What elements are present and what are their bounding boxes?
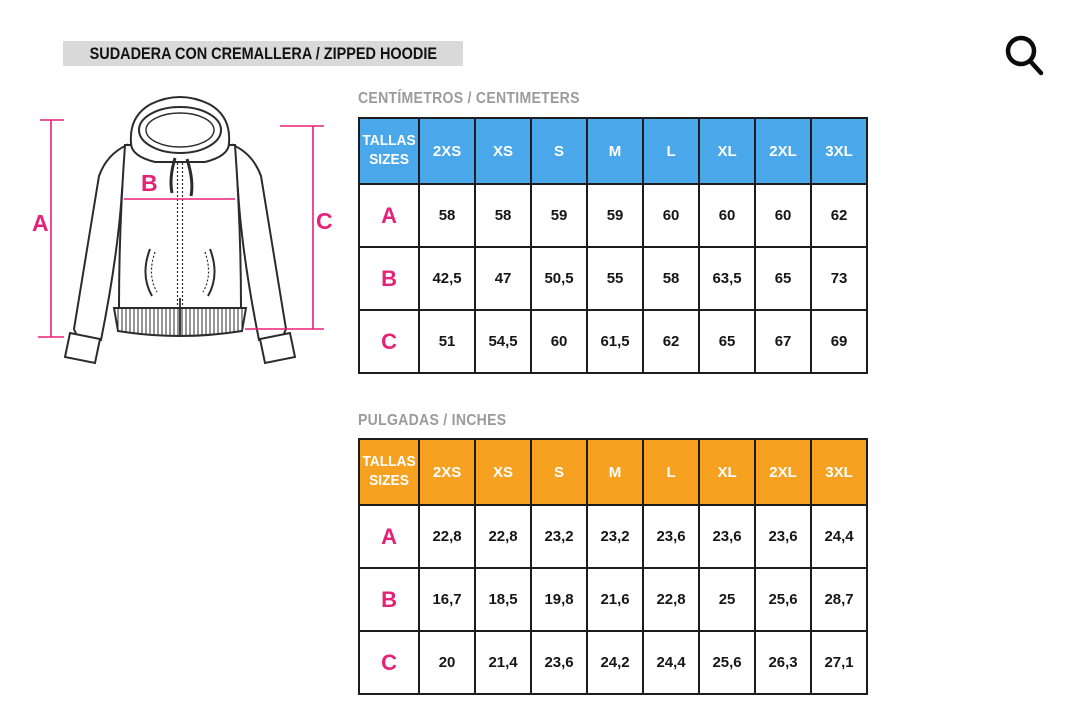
size-value-cell: 59 bbox=[586, 183, 645, 248]
size-value-cell: 60 bbox=[754, 183, 813, 248]
size-value-cell: 23,6 bbox=[698, 504, 757, 569]
page-title: SUDADERA CON CREMALLERA / ZIPPED HOODIE bbox=[89, 43, 437, 63]
size-col-header: XS bbox=[474, 117, 533, 185]
hoodie-pockets bbox=[144, 248, 216, 297]
table-row: C 51 54,5 60 61,5 62 65 67 69 bbox=[357, 309, 869, 374]
table-row: A 58 58 59 59 60 60 60 62 bbox=[357, 183, 869, 248]
size-value-cell: 62 bbox=[642, 309, 701, 374]
size-col-header: M bbox=[586, 117, 645, 185]
size-col-header: XS bbox=[474, 438, 533, 506]
size-col-header: L bbox=[642, 117, 701, 185]
size-value-cell: 65 bbox=[698, 309, 757, 374]
size-value-cell: 18,5 bbox=[474, 567, 533, 632]
size-value-cell: 23,6 bbox=[754, 504, 813, 569]
size-col-header: 2XS bbox=[418, 438, 477, 506]
size-value-cell: 19,8 bbox=[530, 567, 589, 632]
size-value-cell: 51 bbox=[418, 309, 477, 374]
hoodie-hood bbox=[129, 96, 231, 163]
size-col-header: 2XL bbox=[754, 438, 813, 506]
size-value-cell: 58 bbox=[474, 183, 533, 248]
size-value-cell: 69 bbox=[810, 309, 869, 374]
sizes-corner-header: TALLAS SIZES bbox=[357, 438, 421, 506]
size-value-cell: 22,8 bbox=[474, 504, 533, 569]
size-col-header: 3XL bbox=[810, 117, 869, 185]
row-label: A bbox=[357, 504, 421, 569]
size-value-cell: 60 bbox=[698, 183, 757, 248]
hoodie-drawstrings bbox=[169, 157, 194, 197]
measurement-label-c: C bbox=[316, 208, 333, 234]
table-row: C 20 21,4 23,6 24,2 24,4 25,6 26,3 27,1 bbox=[357, 630, 869, 695]
size-value-cell: 60 bbox=[530, 309, 589, 374]
table-row: B 16,7 18,5 19,8 21,6 22,8 25 25,6 28,7 bbox=[357, 567, 869, 632]
size-col-header: 2XL bbox=[754, 117, 813, 185]
hoodie-measurement-diagram: A B C bbox=[28, 83, 350, 390]
size-value-cell: 24,2 bbox=[586, 630, 645, 695]
measurement-label-b: B bbox=[141, 170, 158, 196]
measurement-lines: A B C bbox=[32, 119, 333, 338]
centimeters-table: TALLAS SIZES 2XS XS S M L XL 2XL 3XL A 5… bbox=[357, 117, 869, 374]
size-value-cell: 55 bbox=[586, 246, 645, 311]
size-value-cell: 58 bbox=[418, 183, 477, 248]
row-label: B bbox=[357, 246, 421, 311]
size-value-cell: 16,7 bbox=[418, 567, 477, 632]
row-label: C bbox=[357, 309, 421, 374]
size-value-cell: 23,6 bbox=[642, 504, 701, 569]
table-row: B 42,5 47 50,5 55 58 63,5 65 73 bbox=[357, 246, 869, 311]
size-value-cell: 23,2 bbox=[530, 504, 589, 569]
size-value-cell: 50,5 bbox=[530, 246, 589, 311]
size-value-cell: 24,4 bbox=[642, 630, 701, 695]
size-col-header: S bbox=[530, 438, 589, 506]
size-value-cell: 58 bbox=[642, 246, 701, 311]
size-value-cell: 22,8 bbox=[642, 567, 701, 632]
size-value-cell: 25,6 bbox=[754, 567, 813, 632]
size-value-cell: 23,2 bbox=[586, 504, 645, 569]
size-value-cell: 23,6 bbox=[530, 630, 589, 695]
inches-table: TALLAS SIZES 2XS XS S M L XL 2XL 3XL A 2… bbox=[357, 438, 869, 695]
size-value-cell: 61,5 bbox=[586, 309, 645, 374]
size-value-cell: 22,8 bbox=[418, 504, 477, 569]
search-icon[interactable] bbox=[1000, 30, 1048, 78]
size-value-cell: 67 bbox=[754, 309, 813, 374]
size-value-cell: 42,5 bbox=[418, 246, 477, 311]
size-value-cell: 26,3 bbox=[754, 630, 813, 695]
size-value-cell: 47 bbox=[474, 246, 533, 311]
row-label: B bbox=[357, 567, 421, 632]
size-value-cell: 60 bbox=[642, 183, 701, 248]
size-value-cell: 21,6 bbox=[586, 567, 645, 632]
size-value-cell: 20 bbox=[418, 630, 477, 695]
table-row: A 22,8 22,8 23,2 23,2 23,6 23,6 23,6 24,… bbox=[357, 504, 869, 569]
inches-section-label: PULGADAS / INCHES bbox=[358, 412, 507, 429]
size-value-cell: 63,5 bbox=[698, 246, 757, 311]
page-title-bar: SUDADERA CON CREMALLERA / ZIPPED HOODIE bbox=[63, 41, 463, 66]
size-col-header: 2XS bbox=[418, 117, 477, 185]
centimeters-section-label: CENTÍMETROS / CENTIMETERS bbox=[358, 90, 580, 107]
size-value-cell: 73 bbox=[810, 246, 869, 311]
size-col-header: 3XL bbox=[810, 438, 869, 506]
size-value-cell: 25,6 bbox=[698, 630, 757, 695]
size-value-cell: 25 bbox=[698, 567, 757, 632]
row-label: C bbox=[357, 630, 421, 695]
size-col-header: XL bbox=[698, 117, 757, 185]
size-value-cell: 21,4 bbox=[474, 630, 533, 695]
size-col-header: M bbox=[586, 438, 645, 506]
size-value-cell: 28,7 bbox=[810, 567, 869, 632]
size-col-header: S bbox=[530, 117, 589, 185]
table-header-row: TALLAS SIZES 2XS XS S M L XL 2XL 3XL bbox=[357, 117, 869, 185]
size-value-cell: 65 bbox=[754, 246, 813, 311]
size-value-cell: 54,5 bbox=[474, 309, 533, 374]
size-col-header: L bbox=[642, 438, 701, 506]
size-value-cell: 27,1 bbox=[810, 630, 869, 695]
size-value-cell: 62 bbox=[810, 183, 869, 248]
size-col-header: XL bbox=[698, 438, 757, 506]
table-header-row: TALLAS SIZES 2XS XS S M L XL 2XL 3XL bbox=[357, 438, 869, 506]
hoodie-zipper bbox=[176, 163, 184, 337]
sizes-corner-header: TALLAS SIZES bbox=[357, 117, 421, 185]
size-value-cell: 24,4 bbox=[810, 504, 869, 569]
row-label: A bbox=[357, 183, 421, 248]
size-value-cell: 59 bbox=[530, 183, 589, 248]
measurement-label-a: A bbox=[32, 210, 49, 236]
